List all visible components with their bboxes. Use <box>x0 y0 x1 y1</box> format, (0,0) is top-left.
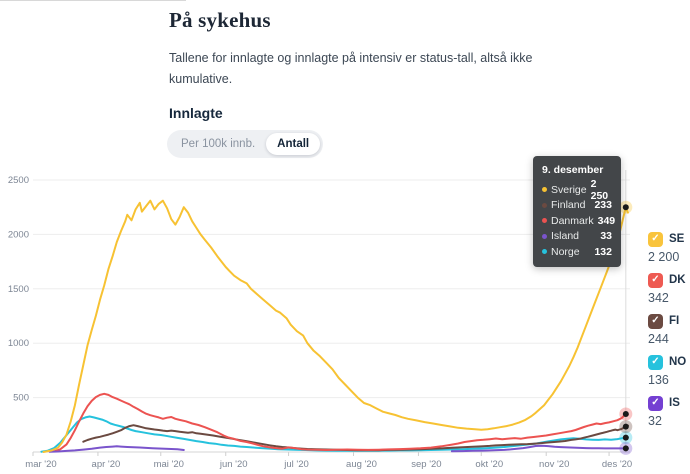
tooltip-series-dot <box>542 249 547 255</box>
legend-item-no: ✓ NO 136 <box>648 354 686 387</box>
legend-checkbox-fi[interactable]: ✓ <box>648 313 663 329</box>
legend-toggle-is[interactable]: ✓ IS <box>648 395 686 411</box>
legend-code-label: NO <box>669 356 687 368</box>
tooltip-series-label: Island <box>551 230 580 243</box>
page-title: På sykehus <box>169 8 271 32</box>
section-heading: Innlagte <box>169 105 223 121</box>
tooltip-row-danmark: Danmark 349 <box>542 213 615 229</box>
series-line-IS <box>48 445 185 453</box>
x-tick-label: jun '20 <box>219 459 248 470</box>
chart-legend: ✓ SE 2 200 ✓ DK 342 ✓ FI 244 ✓ NO 136 ✓ IS 32 <box>648 231 686 436</box>
x-tick-label: okt '20 <box>475 459 503 470</box>
page-description: Tallene for innlagte og innlagte på inte… <box>169 51 533 86</box>
x-tick-label: mai '20 <box>154 459 184 470</box>
legend-latest-value: 32 <box>648 414 662 428</box>
legend-item-fi: ✓ FI 244 <box>648 313 686 346</box>
hover-dot-DK <box>622 411 629 418</box>
hover-dot-IS <box>622 445 629 452</box>
legend-toggle-dk[interactable]: ✓ DK <box>648 272 686 288</box>
legend-checkbox-no[interactable]: ✓ <box>648 354 663 370</box>
tooltip-series-label: Danmark <box>551 214 594 227</box>
tooltip-series-dot <box>542 187 547 193</box>
series-line-NO <box>40 415 629 453</box>
legend-toggle-fi[interactable]: ✓ FI <box>648 313 686 329</box>
legend-latest-value: 136 <box>648 373 669 387</box>
series-line-DK <box>52 392 629 453</box>
legend-checkbox-dk[interactable]: ✓ <box>648 272 663 288</box>
tooltip-row-island: Island 33 <box>542 229 612 245</box>
x-tick-label: sep '20 <box>411 459 441 470</box>
hover-dot-SE <box>622 204 629 211</box>
x-tick-label: aug '20 <box>346 459 377 470</box>
tooltip-series-value: 33 <box>600 230 612 243</box>
hover-dot-NO <box>622 434 629 441</box>
tooltip-series-value: 233 <box>594 199 612 212</box>
y-tick-label: 500 <box>13 393 29 404</box>
series-line-IS <box>450 444 629 453</box>
y-tick-label: 2000 <box>8 229 29 240</box>
x-tick-label: jul '20 <box>283 459 309 470</box>
legend-code-label: IS <box>669 397 680 409</box>
legend-item-is: ✓ IS 32 <box>648 395 686 428</box>
tooltip-series-dot <box>542 202 547 208</box>
tooltip-series-label: Finland <box>551 199 586 212</box>
tooltip-series-dot <box>542 218 547 224</box>
legend-code-label: SE <box>669 233 685 245</box>
x-tick-label: mar '20 <box>25 459 56 470</box>
legend-latest-value: 342 <box>648 291 669 305</box>
x-tick-label: nov '20 <box>539 459 569 470</box>
tooltip-series-value: 2 250 <box>590 177 609 202</box>
legend-latest-value: 2 200 <box>648 250 680 264</box>
legend-item-se: ✓ SE 2 200 <box>648 231 686 264</box>
toggle-option-antall[interactable]: Antall <box>266 133 321 155</box>
unit-toggle: Per 100k innb. Antall <box>167 130 324 158</box>
legend-code-label: FI <box>669 315 680 327</box>
y-tick-label: 1000 <box>8 338 29 349</box>
legend-toggle-se[interactable]: ✓ SE <box>648 231 686 247</box>
tooltip-series-value: 132 <box>594 245 612 258</box>
y-tick-label: 2500 <box>8 175 29 186</box>
legend-latest-value: 244 <box>648 332 669 346</box>
tooltip-date: 9. desember <box>542 164 604 176</box>
tooltip-row-norge: Norge 132 <box>542 244 612 260</box>
toggle-option-per-100k[interactable]: Per 100k innb. <box>181 138 256 150</box>
tooltip-series-dot <box>542 233 547 239</box>
series-line-SE <box>42 199 629 453</box>
legend-checkbox-se[interactable]: ✓ <box>648 231 663 247</box>
legend-code-label: DK <box>669 274 686 286</box>
legend-checkbox-is[interactable]: ✓ <box>648 395 663 411</box>
legend-toggle-no[interactable]: ✓ NO <box>648 354 686 370</box>
tooltip-series-label: Sverige <box>551 183 587 196</box>
tooltip-series-value: 349 <box>597 214 616 227</box>
tooltip-row-sverige: Sverige 2 250 <box>542 178 612 202</box>
legend-item-dk: ✓ DK 342 <box>648 272 686 305</box>
tooltip-series-label: Norge <box>551 245 580 258</box>
top-divider <box>0 0 186 1</box>
tooltip-row-finland: Finland 233 <box>542 198 612 214</box>
x-tick-label: des '20 <box>602 459 632 470</box>
y-tick-label: 1500 <box>8 284 29 295</box>
chart-tooltip: 9. desember Sverige 2 250 Finland 233 Danmark… <box>533 156 621 267</box>
hover-dot-FI <box>622 423 629 430</box>
x-tick-label: apr '20 <box>92 459 121 470</box>
